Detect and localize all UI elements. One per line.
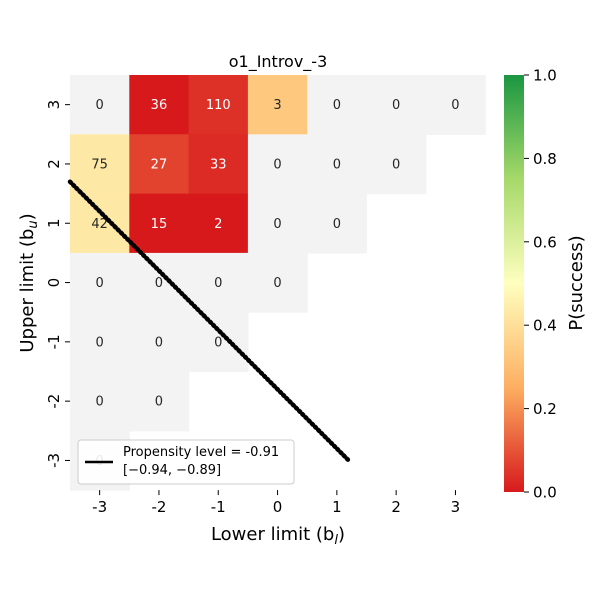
x-tick-label: 2 [391,498,401,516]
legend-label: Propensity level = -0.91 [123,445,279,460]
y-axis-label: Upper limit (bu) [17,213,41,352]
colorbar-gradient [504,75,524,492]
legend-box [77,439,295,485]
propensity-line-dots [67,179,351,463]
legend-ci-label: [−0.94, −0.89] [123,463,221,478]
heatmap-cell-value: 0 [155,335,163,350]
heatmap-cell-value: 75 [91,157,108,172]
heatmap-cell-value: 0 [392,98,400,113]
y-tick-label: 3 [45,100,63,110]
heatmap-cell [129,371,190,432]
heatmap-cell [70,371,130,432]
colorbar-tick-label: 0.8 [533,150,557,168]
y-tick-label: 1 [45,218,63,228]
legend: Propensity level = -0.91 [−0.94, −0.89] [77,439,295,485]
x-tick-label: 0 [273,498,283,516]
y-axis-ticks: 3 2 1 0 -1 -2 -3 [45,100,70,468]
x-tick-label: -2 [151,498,166,516]
heatmap-cell [129,252,190,313]
heatmap-cell-value: 0 [155,276,163,291]
heatmap-cell-value: 3 [273,98,281,113]
heatmap-cell-value: 0 [96,276,104,291]
heatmap-cell [247,75,308,135]
heatmap-cell [70,75,130,135]
x-axis-label: Lower limit (bl) [211,524,345,548]
heatmap-cell-labels: 036110300075273300042152000000000000 [91,98,459,469]
x-axis-ticks: -3 -2 -1 0 1 2 3 [92,490,460,516]
heatmap-cell-value: 0 [214,276,222,291]
colorbar: 0.0 0.2 0.4 0.6 0.8 1.0 P(success) [504,67,587,502]
heatmap-cell-value: 0 [273,157,281,172]
x-tick-label: -3 [92,498,107,516]
heatmap-cell-value: 0 [155,395,163,410]
heatmap-cell-value: 27 [151,157,168,172]
heatmap-cell [307,193,368,254]
heatmap-cell [247,252,308,313]
propensity-line-layer [67,179,351,463]
heatmap-cell [366,75,427,135]
heatmap-cell-value: 0 [273,276,281,291]
heatmap-cell-value: 15 [151,217,168,232]
x-tick-label: 1 [332,498,342,516]
heatmap-cell-value: 0 [273,217,281,232]
colorbar-tick-label: 0.6 [533,233,557,251]
heatmap-cell [188,134,249,195]
heatmap-cell [188,252,249,313]
colorbar-label: P(success) [566,235,587,330]
heatmap-cell-value: 0 [333,98,341,113]
heatmap-cell-value: 0 [96,395,104,410]
heatmap-cell [247,134,308,195]
colorbar-tick-label: 0.0 [533,484,557,502]
heatmap-cell-value: 0 [392,157,400,172]
y-axis-label-close: ) [17,213,38,220]
heatmap-cell-value: 0 [96,335,104,350]
x-axis-label-close: ) [338,524,345,545]
heatmap-cell [129,193,190,254]
x-tick-label: -1 [211,498,226,516]
heatmap-cell-value: 33 [210,157,227,172]
heatmap-cell [307,134,368,195]
heatmap-cell-value: 2 [214,217,222,232]
heatmap-cell [129,134,190,195]
heatmap-cell-value: 0 [333,157,341,172]
heatmap-cell [188,193,249,254]
colorbar-tick-label: 1.0 [533,67,557,85]
heatmap-cell [188,75,249,135]
y-axis-label-text: Upper limit (b [17,229,38,353]
colorbar-tick-label: 0.4 [533,317,557,335]
y-tick-label: 2 [45,159,63,169]
heatmap-cell-value: 42 [91,217,108,232]
heatmap-cell-value: 0 [96,98,104,113]
chart-title: o1_Introv_-3 [229,52,328,72]
x-axis-label-subscript: l [334,533,338,548]
heatmap-cell [70,134,130,195]
heatmap-cell [70,312,130,373]
y-axis-label-subscript: u [26,220,41,228]
heatmap-cell [307,75,368,135]
heatmap-cell [247,193,308,254]
heatmap-cell [129,75,190,135]
x-tick-label: 3 [451,498,461,516]
heatmap-cell [366,134,427,195]
y-tick-label: -2 [45,394,63,409]
colorbar-tick-label: 0.2 [533,400,557,418]
heatmap-cell-value: 36 [151,98,168,113]
y-tick-label: -1 [45,334,63,349]
heatmap-cell [70,193,130,254]
heatmap-cell [188,312,249,373]
y-tick-label: -3 [45,453,63,468]
heatmap-cell-value: 0 [214,335,222,350]
heatmap-cell-value: 0 [451,98,459,113]
heatmap-cell-value: 0 [333,217,341,232]
x-axis-label-text: Lower limit (b [211,524,334,545]
heatmap-cell-value: 110 [206,98,231,113]
y-tick-label: 0 [45,278,63,288]
colorbar-ticks: 0.0 0.2 0.4 0.6 0.8 1.0 [524,67,557,502]
heatmap-cell [129,312,190,373]
heatmap-cell [425,75,486,135]
heatmap-cell [70,252,130,313]
